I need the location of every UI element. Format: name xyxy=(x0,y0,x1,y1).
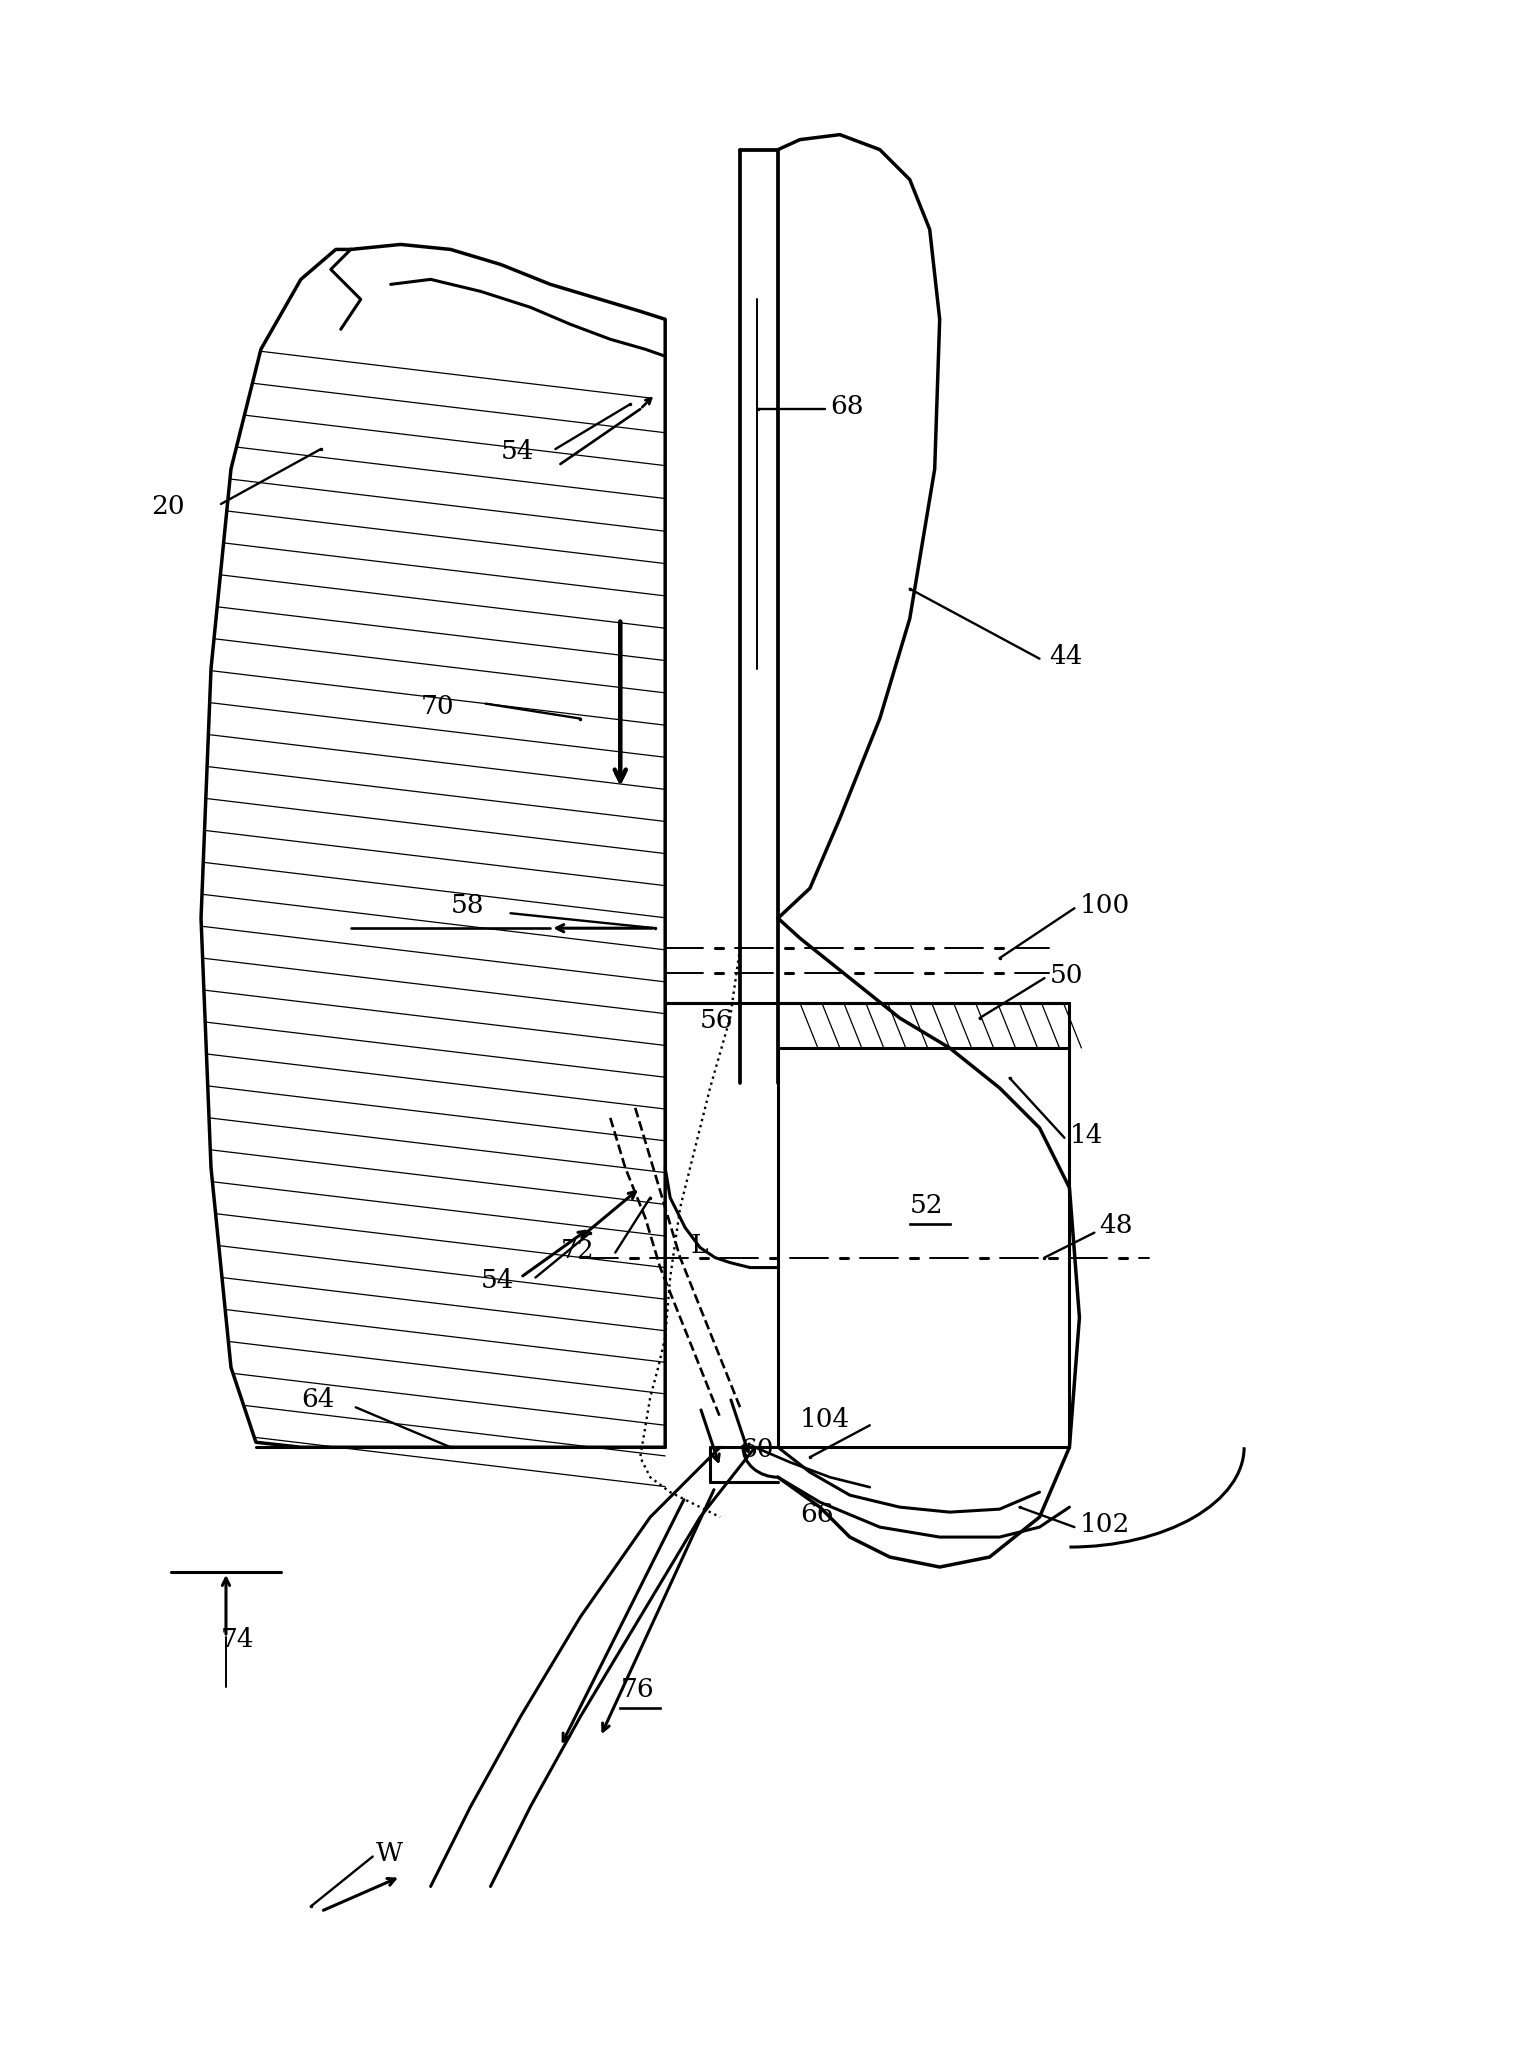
Text: 64: 64 xyxy=(300,1388,334,1412)
Text: 70: 70 xyxy=(421,693,455,718)
Text: 50: 50 xyxy=(1049,964,1083,989)
Text: 100: 100 xyxy=(1080,893,1129,918)
Text: 14: 14 xyxy=(1069,1123,1103,1148)
Text: 58: 58 xyxy=(450,893,484,918)
Text: 54: 54 xyxy=(481,1268,515,1292)
Text: 102: 102 xyxy=(1080,1512,1129,1537)
Text: 104: 104 xyxy=(800,1408,850,1433)
Text: W: W xyxy=(375,1841,403,1867)
Text: 44: 44 xyxy=(1049,643,1083,668)
Text: 72: 72 xyxy=(561,1237,594,1264)
Text: 56: 56 xyxy=(700,1007,734,1034)
Text: 48: 48 xyxy=(1100,1212,1132,1237)
Text: 68: 68 xyxy=(830,395,864,420)
Text: 54: 54 xyxy=(501,438,535,463)
Text: 60: 60 xyxy=(740,1437,774,1462)
Text: 76: 76 xyxy=(620,1677,654,1702)
Text: 20: 20 xyxy=(152,494,185,519)
Text: 74: 74 xyxy=(221,1628,254,1652)
Text: L: L xyxy=(689,1233,708,1257)
Text: 52: 52 xyxy=(910,1193,944,1218)
Text: 66: 66 xyxy=(800,1501,833,1526)
